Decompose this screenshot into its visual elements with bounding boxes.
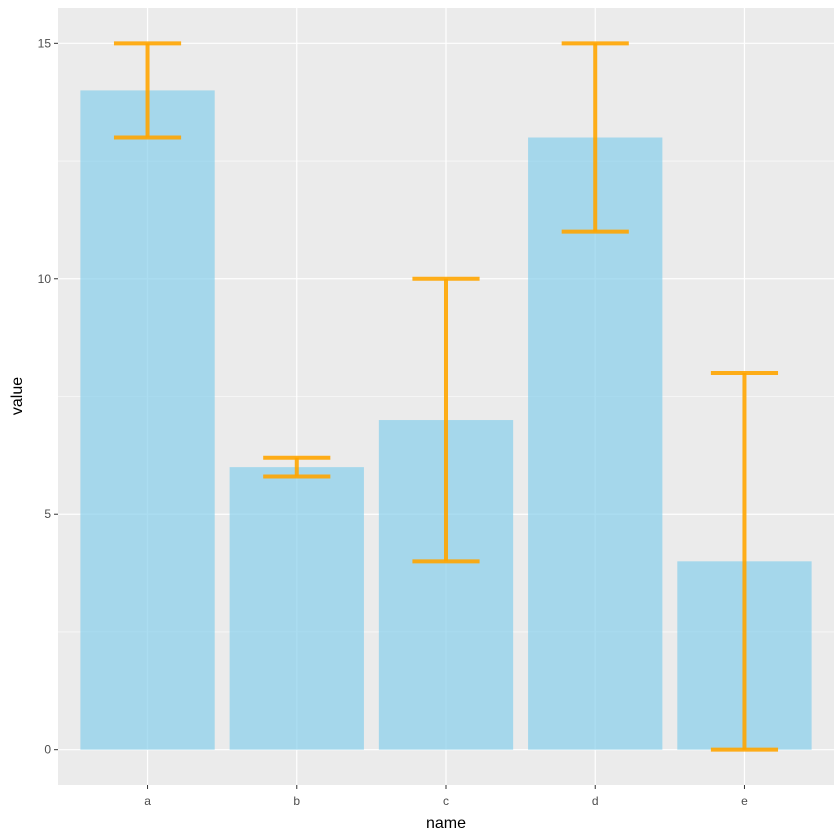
x-tick-label: a: [144, 794, 151, 808]
y-tick-label: 15: [38, 36, 52, 50]
x-tick-label: e: [741, 794, 748, 808]
bar-d: [528, 137, 663, 750]
error-bars: [113, 41, 779, 752]
x-tick-label: c: [443, 794, 449, 808]
x-tick-label: b: [293, 794, 300, 808]
errorbar-d: [561, 41, 629, 234]
y-axis-title: value: [9, 377, 26, 415]
errorbar-a: [113, 41, 182, 140]
bar-b: [229, 467, 364, 750]
errorbar-b: [263, 455, 331, 479]
x-axis-title: name: [426, 815, 466, 832]
x-axis-ticks: a b c d e: [144, 785, 748, 808]
y-axis-ticks: 0 5 10 15: [38, 36, 58, 757]
y-tick-label: 10: [38, 272, 52, 286]
y-tick-label: 0: [44, 743, 51, 757]
errorbar-e: [710, 370, 779, 752]
bar-a: [80, 90, 215, 750]
x-tick-label: d: [592, 794, 599, 808]
errorbar-c: [412, 276, 480, 564]
y-tick-label: 5: [44, 507, 51, 521]
